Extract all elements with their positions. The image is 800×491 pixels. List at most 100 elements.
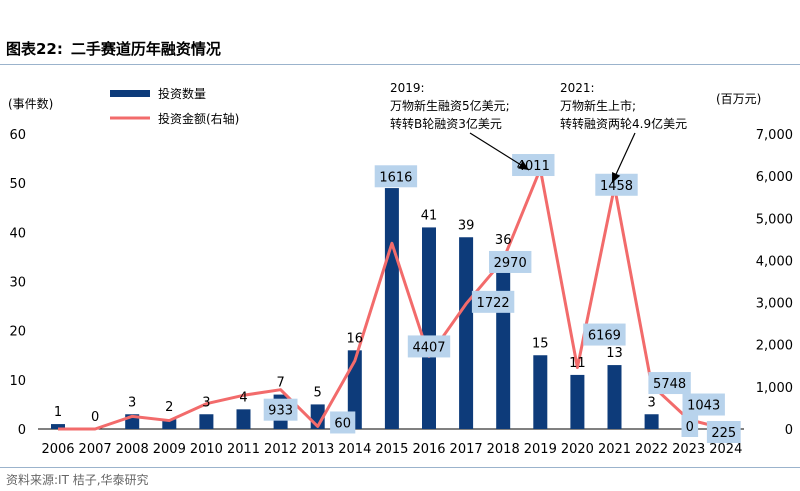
bar <box>199 414 214 429</box>
line-value-label-box <box>489 250 532 273</box>
bar <box>51 424 65 429</box>
line-value-label-box <box>407 335 451 358</box>
annotation-text: 2021: <box>560 81 595 95</box>
y-right-tick-label: 7,000 <box>756 128 793 143</box>
x-tick-label: 2007 <box>79 442 112 457</box>
line-value-label: 6169 <box>588 329 621 344</box>
chart-annotations: 2019: 万物新生融资5亿美元; 转转B轮融资3亿美元 2021: 万物新生上市; 转转… <box>390 81 687 184</box>
y-right-tick-label: 1,000 <box>756 381 793 396</box>
bar <box>236 409 251 429</box>
y-right-tick-label: 3,000 <box>756 297 793 312</box>
bar-value-label: 3 <box>128 395 136 410</box>
bar <box>384 188 399 429</box>
bar-value-label: 4 <box>239 390 247 405</box>
y-left-tick-label: 60 <box>9 128 26 143</box>
bar <box>162 419 177 429</box>
annotation-text: 万物新生上市; <box>560 98 636 113</box>
line-value-label-box <box>681 415 699 437</box>
line-value-label: 1458 <box>600 179 633 194</box>
annotation-arrow-head <box>612 172 621 183</box>
bar <box>533 355 548 429</box>
line-data-labels: 933 60 1616 4407 1722 2970 4011 6169 1458 5748104… <box>263 154 741 443</box>
x-tick-label: 2009 <box>153 442 186 457</box>
figure-number: 图表22: <box>6 40 63 58</box>
legend-label-line: 投资金额(右轴) <box>158 111 239 126</box>
x-tick-label: 2008 <box>116 442 149 457</box>
bar-series <box>51 188 696 429</box>
chart-axes: 010203040506001,0002,0003,0004,0005,0006… <box>8 92 793 457</box>
line-value-label: 60 <box>334 416 351 431</box>
x-tick-label: 2024 <box>709 442 742 457</box>
legend-label-bar: 投资数量 <box>158 86 206 101</box>
x-tick-label: 2015 <box>375 442 408 457</box>
bar-value-label: 7 <box>276 376 284 391</box>
annotation-text: 万物新生融资5亿美元; <box>390 98 510 113</box>
x-tick-label: 2022 <box>635 442 668 457</box>
annotation-arrow-line <box>469 132 530 171</box>
line-value-label: 0 <box>686 420 694 435</box>
x-tick-label: 2023 <box>672 442 705 457</box>
line-value-label-box <box>706 421 741 443</box>
bar <box>496 252 511 429</box>
footer-divider <box>0 467 800 468</box>
x-tick-label: 2012 <box>264 442 297 457</box>
line-value-label: 1616 <box>379 170 412 185</box>
line-value-label: 5748 <box>653 377 686 392</box>
y-right-axis-title: (百万元) <box>716 92 761 106</box>
y-left-tick-label: 30 <box>9 276 26 291</box>
bar <box>644 414 659 429</box>
bar-value-label: 13 <box>606 346 623 361</box>
line-value-label: 2970 <box>494 256 527 271</box>
legend-swatch-bar <box>110 90 150 97</box>
line-value-label-box <box>648 372 691 395</box>
bar <box>422 227 436 429</box>
bar-value-label: 5 <box>314 385 322 400</box>
line-value-label-box <box>595 173 638 196</box>
bar-value-label: 2 <box>165 400 173 415</box>
line-value-label: 225 <box>711 426 736 441</box>
line-value-label-box <box>330 411 356 434</box>
y-left-tick-label: 0 <box>18 423 26 438</box>
line-value-label: 933 <box>268 404 293 419</box>
x-tick-label: 2020 <box>561 442 594 457</box>
bar-value-label: 41 <box>421 208 438 223</box>
line-value-label-box <box>263 398 298 421</box>
annotation-arrow-head <box>518 160 529 170</box>
figure-title: 图表22: 二手赛道历年融资情况 <box>6 38 221 59</box>
annotation-text: 转转融资两轮4.9亿美元 <box>560 116 687 131</box>
x-tick-label: 2006 <box>41 442 74 457</box>
line-value-label-box <box>374 165 418 188</box>
bar-value-label: 1 <box>54 405 62 420</box>
y-right-tick-label: 4,000 <box>756 254 793 269</box>
bar-value-label: 0 <box>91 410 99 425</box>
line-value-label: 1043 <box>687 399 720 414</box>
annotation-text: 2019: <box>390 81 425 95</box>
line-value-label-box <box>471 290 515 313</box>
y-right-tick-label: 2,000 <box>756 339 793 354</box>
line-value-label-box <box>583 323 626 346</box>
bar <box>459 237 474 429</box>
y-right-tick-label: 6,000 <box>756 170 793 185</box>
x-tick-label: 2021 <box>598 442 631 457</box>
line-value-label: 1722 <box>477 296 510 311</box>
x-tick-label: 2010 <box>190 442 223 457</box>
y-left-tick-label: 10 <box>9 374 26 389</box>
bar-value-label: 36 <box>495 233 512 248</box>
bar-value-label: 3 <box>647 395 655 410</box>
title-divider <box>0 64 800 65</box>
x-tick-label: 2017 <box>450 442 483 457</box>
y-left-tick-label: 50 <box>9 177 26 192</box>
y-left-tick-label: 40 <box>9 226 26 241</box>
figure-title-text: 二手赛道历年融资情况 <box>70 40 221 58</box>
bar-value-label: 39 <box>458 218 475 233</box>
bar-value-label: 11 <box>569 356 586 371</box>
bar-value-label: 3 <box>202 395 210 410</box>
x-tick-label: 2019 <box>524 442 557 457</box>
x-tick-label: 2013 <box>301 442 334 457</box>
line-value-label-box <box>512 154 555 177</box>
y-right-tick-label: 0 <box>785 423 793 438</box>
y-right-tick-label: 5,000 <box>756 212 793 227</box>
y-left-axis-title: (事件数) <box>8 96 53 111</box>
